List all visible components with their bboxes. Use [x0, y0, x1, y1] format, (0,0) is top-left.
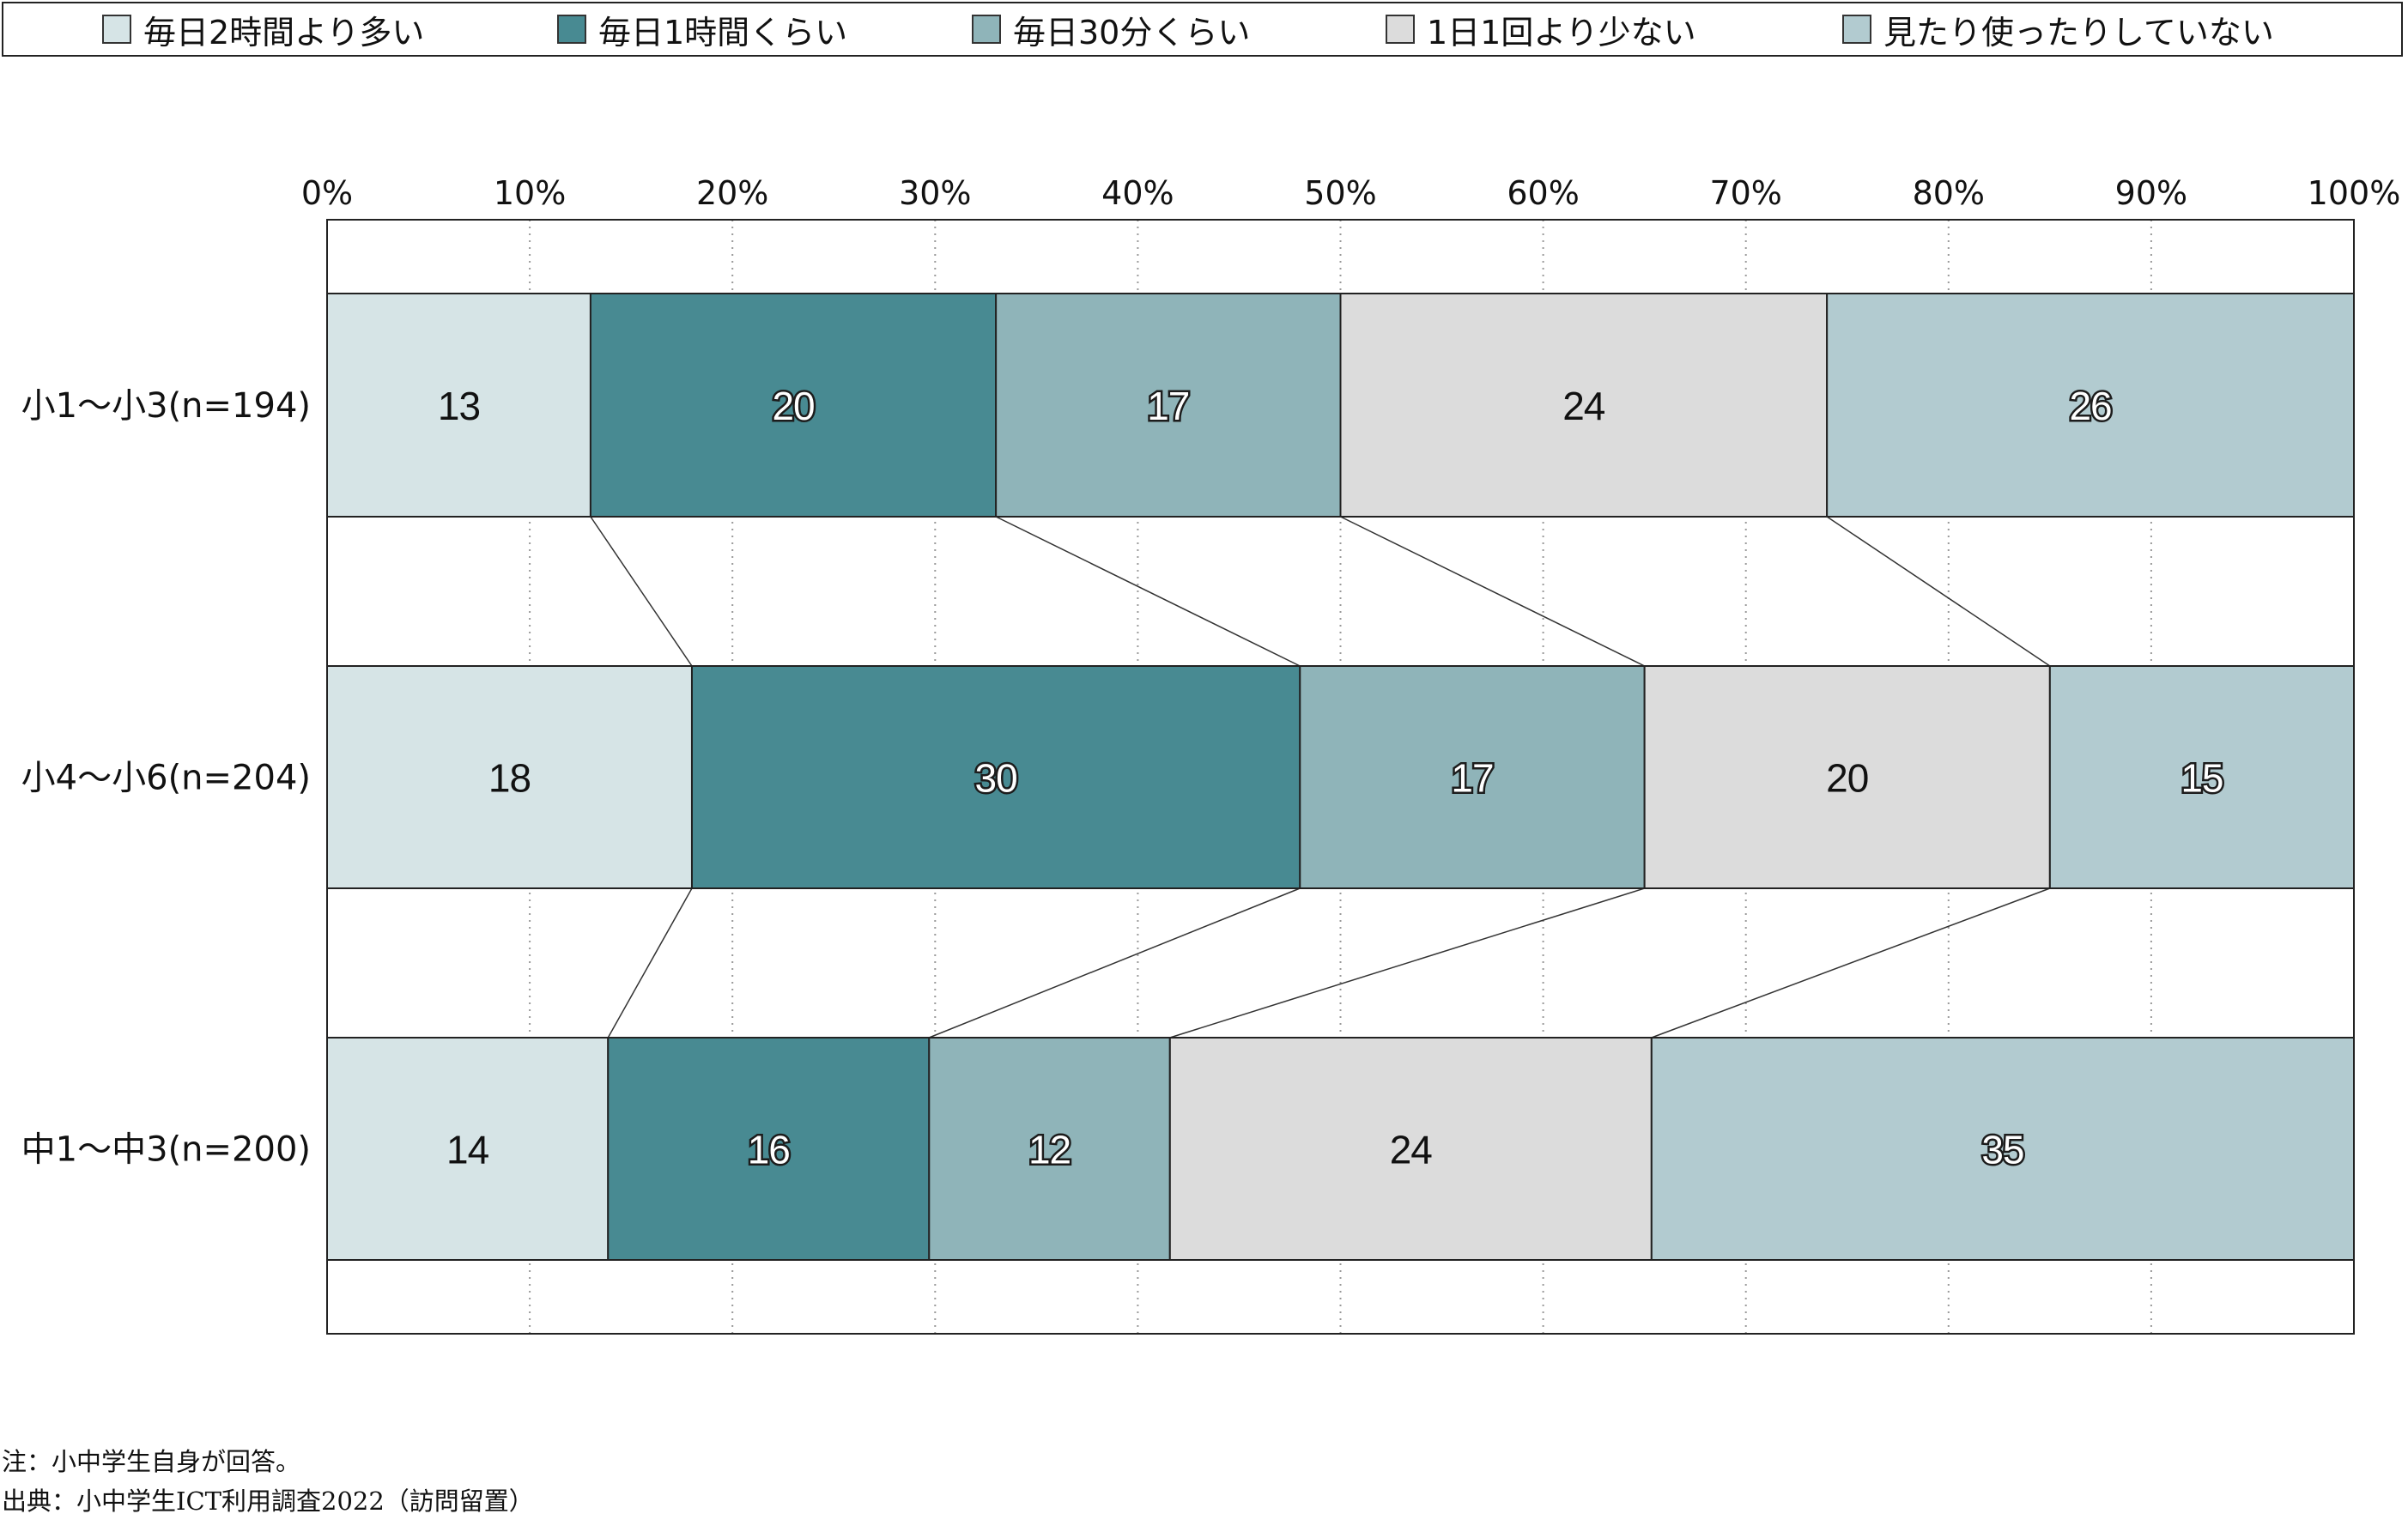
bar-segment	[690, 665, 1301, 889]
legend-swatch	[1842, 15, 1871, 44]
x-tick-label: 40%	[1101, 174, 1174, 212]
data-label: 14	[446, 1128, 489, 1172]
data-label: 30	[975, 756, 1017, 801]
data-label: 20	[1826, 756, 1868, 801]
data-label: 15	[2181, 756, 2223, 801]
bar-segment	[326, 665, 693, 889]
x-tick-label: 100%	[2308, 174, 2401, 212]
connector-line	[995, 516, 1301, 667]
chart-legend: 毎日2時間より多い 毎日1時間くらい 毎日30分くらい 1日1回より少ない 見たり使った…	[2, 2, 2403, 57]
legend-swatch	[102, 15, 131, 44]
bar-segment	[607, 1037, 931, 1261]
bar-segment	[1650, 1037, 2355, 1261]
note-text: 注：小中学生自身が回答。	[2, 1447, 301, 1476]
legend-swatch	[557, 15, 586, 44]
legend-item: 毎日30分くらい	[972, 3, 1250, 55]
connector-line	[590, 516, 693, 667]
x-tick-label: 10%	[494, 174, 566, 212]
bar-segment	[326, 293, 591, 518]
bar-segment	[1826, 293, 2355, 518]
data-label: 17	[1451, 756, 1493, 801]
category-label: 中1～中3(n=200)	[21, 1130, 311, 1170]
legend-label: 見たり使ったりしていない	[1883, 13, 2274, 51]
connector-line	[607, 887, 693, 1039]
x-tick-label: 30%	[899, 174, 971, 212]
data-label: 35	[1981, 1128, 2023, 1172]
data-label: 20	[772, 384, 814, 428]
data-label: 26	[2069, 384, 2111, 428]
x-tick-label: 0%	[301, 174, 353, 212]
notes: 注：小中学生自身が回答。 出典：小中学生ICT利用調査2022（訪問留置）	[2, 1442, 534, 1521]
x-tick-label: 90%	[2115, 174, 2187, 212]
legend-item: 1日1回より少ない	[1386, 3, 1696, 55]
x-tick-label: 50%	[1304, 174, 1376, 212]
legend-swatch	[1386, 15, 1415, 44]
x-tick-label: 20%	[696, 174, 768, 212]
bar-segment	[928, 1037, 1171, 1261]
bar-segment	[326, 1037, 610, 1261]
x-tick-label: 60%	[1507, 174, 1579, 212]
data-label: 18	[488, 756, 531, 801]
legend-swatch	[972, 15, 1001, 44]
stacked-bar-chart: 0% 10% 20% 30% 40% 50% 60% 70% 80% 90% 100% 13 20 17 2…	[21, 174, 2401, 1335]
data-label: 16	[748, 1128, 790, 1172]
x-tick-label: 70%	[1709, 174, 1781, 212]
data-label: 12	[1028, 1128, 1071, 1172]
bar-segment	[589, 293, 998, 518]
data-label: 17	[1147, 384, 1189, 428]
data-label: 24	[1390, 1128, 1433, 1172]
source-text: 出典：小中学生ICT利用調査2022（訪問留置）	[2, 1487, 534, 1516]
legend-label: 毎日2時間より多い	[143, 13, 425, 51]
bar-segment	[1643, 665, 2051, 889]
legend-item: 毎日2時間より多い	[102, 3, 424, 55]
connector-line	[1826, 516, 2051, 667]
connector-line	[1651, 887, 2051, 1039]
bar-segment	[1168, 1037, 1653, 1261]
data-label: 13	[438, 384, 480, 428]
category-label: 小1～小3(n=194)	[21, 386, 311, 426]
legend-item: 毎日1時間くらい	[557, 3, 847, 55]
legend-label: 毎日30分くらい	[1013, 13, 1251, 51]
connector-line	[1340, 516, 1645, 667]
category-label: 小4～小6(n=204)	[21, 759, 311, 798]
data-label: 24	[1562, 384, 1605, 428]
plot-frame	[326, 219, 2355, 1335]
x-tick-label: 80%	[1913, 174, 1985, 212]
bar-segment	[1299, 665, 1646, 889]
legend-item: 見たり使ったりしていない	[1842, 3, 2274, 55]
connector-line	[1169, 887, 1645, 1039]
legend-label: 1日1回より少ない	[1427, 13, 1696, 51]
legend-label: 毎日1時間くらい	[598, 13, 848, 51]
connector-line	[929, 887, 1301, 1039]
